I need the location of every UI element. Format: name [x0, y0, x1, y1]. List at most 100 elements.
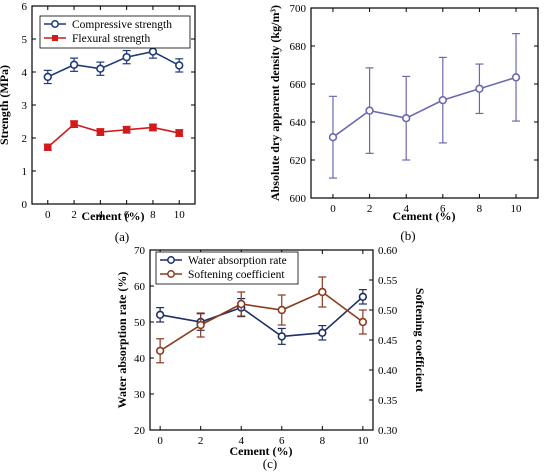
legend-label: Softening coefficient	[188, 269, 285, 281]
data-point	[365, 106, 374, 115]
data-point	[438, 95, 448, 105]
x-tick-label: 10	[174, 209, 186, 221]
data-point	[69, 60, 79, 69]
x-tick-label: 2	[367, 203, 373, 215]
series-line	[159, 296, 364, 338]
y-axis-title: Strength (MPa)	[0, 65, 11, 145]
y-tick-label: 6	[22, 1, 28, 13]
data-point	[328, 133, 338, 142]
y2-tick-label: 0.40	[378, 365, 398, 377]
legend-marker	[52, 35, 58, 41]
x-tick-label: 2	[71, 209, 77, 221]
y2-axis-title: Softening coefficient	[413, 288, 427, 392]
y2-tick-label: 0.50	[378, 305, 398, 317]
y-tick-label: 70	[134, 245, 146, 257]
x-tick-label: 4	[238, 435, 244, 447]
y-tick-label: 660	[290, 79, 307, 91]
data-point	[277, 332, 286, 341]
y2-tick-label: 0.55	[378, 275, 398, 287]
legend-box	[39, 15, 191, 49]
data-point	[318, 328, 327, 337]
series-line	[159, 291, 364, 352]
data-point	[96, 64, 105, 73]
y-tick-label: 640	[290, 117, 307, 129]
y-tick-label: 1	[22, 166, 28, 178]
legend-label: Compressive strength	[72, 19, 172, 31]
panel-label: (c)	[263, 456, 277, 471]
x-axis-title: Cement (%)	[230, 444, 293, 458]
y-tick-label: 0	[22, 199, 28, 211]
plot-frame	[310, 7, 539, 199]
data-point	[44, 143, 52, 151]
data-point	[70, 120, 78, 128]
legend-label: Water absorption rate	[188, 255, 287, 267]
x-tick-label: 6	[124, 209, 130, 221]
data-point	[175, 129, 183, 137]
data-point	[149, 123, 157, 132]
series-line	[47, 123, 180, 148]
x-tick-label: 0	[330, 203, 336, 215]
y-tick-label: 20	[134, 425, 146, 437]
y-tick-label: 30	[134, 389, 146, 401]
y-tick-label: 600	[290, 193, 307, 205]
x-tick-label: 4	[98, 209, 104, 221]
data-point	[155, 310, 165, 319]
y2-tick-label: 0.35	[378, 395, 398, 407]
y2-tick-label: 0.45	[378, 335, 398, 347]
x-tick-label: 8	[477, 203, 483, 215]
y-tick-label: 700	[290, 3, 307, 15]
data-point	[318, 287, 327, 297]
x-tick-label: 6	[279, 435, 285, 447]
x-tick-label: 6	[440, 203, 446, 215]
data-point	[122, 126, 131, 134]
legend-marker	[51, 20, 59, 28]
data-point	[511, 73, 521, 82]
panel-label: (b)	[400, 228, 415, 243]
data-point	[148, 47, 158, 56]
data-point	[401, 113, 411, 123]
chart-panel-2: 0 2 4 6 8 10 600 620 640 660 680 700 Cement (%) Absol…	[268, 3, 539, 243]
panel-label: (a)	[115, 229, 129, 244]
data-point	[475, 84, 484, 93]
y-tick-label: 2	[22, 133, 28, 145]
data-point	[43, 72, 52, 82]
x-axis-title: Cement (%)	[82, 209, 145, 223]
legend-label: Flexural strength	[72, 33, 150, 45]
data-point	[122, 52, 131, 62]
series-line	[47, 50, 180, 78]
y2-tick-label: 0.30	[378, 425, 398, 437]
y-tick-label: 50	[134, 317, 146, 329]
series-line	[332, 76, 517, 138]
y-axis-title: Water absorption rate (%)	[115, 272, 129, 409]
x-tick-label: 2	[198, 435, 204, 447]
data-point	[358, 292, 368, 301]
data-point	[358, 317, 368, 327]
data-point	[196, 320, 205, 330]
y-tick-label: 620	[290, 155, 307, 167]
data-point	[277, 305, 286, 315]
y-tick-label: 40	[134, 353, 146, 365]
x-tick-label: 0	[45, 209, 51, 221]
legend-box	[155, 251, 299, 285]
y-tick-label: 4	[22, 67, 28, 79]
y-axis-title: Absolute dry apparent density (kg/m³)	[268, 5, 282, 201]
x-tick-label: 4	[403, 203, 409, 215]
y-tick-label: 60	[134, 281, 146, 293]
x-tick-label: 0	[157, 435, 163, 447]
legend-marker	[167, 256, 175, 264]
data-point	[155, 346, 165, 355]
x-tick-label: 10	[357, 435, 369, 447]
y-tick-label: 5	[22, 34, 28, 46]
y-tick-label: 3	[22, 100, 28, 112]
data-point	[175, 61, 184, 70]
x-tick-label: 8	[150, 209, 156, 221]
legend-marker	[167, 270, 175, 278]
data-point	[96, 128, 105, 136]
x-tick-label: 8	[320, 435, 326, 447]
x-tick-label: 10	[511, 203, 523, 215]
x-axis-title: Cement (%)	[393, 209, 456, 223]
y2-tick-label: 0.60	[378, 245, 398, 257]
chart-panel-3: 0 2 4 6 8 10 20 30 40 50 60 70 0.30 0.35 0.40 0.45 0.50 0…	[115, 245, 427, 471]
